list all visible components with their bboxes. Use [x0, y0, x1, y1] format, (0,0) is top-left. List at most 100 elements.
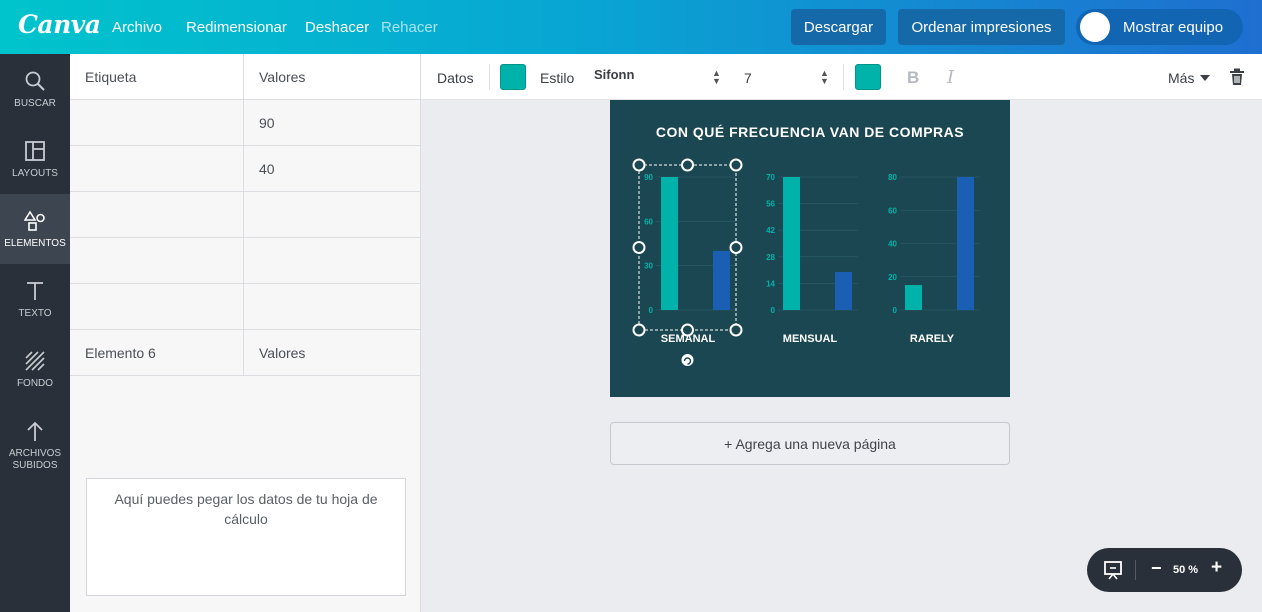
table-row [70, 192, 420, 238]
sidebar-item-archivos-subidos[interactable]: ARCHIVOS SUBIDOS [0, 404, 70, 484]
table-row: 40 [70, 146, 420, 192]
more-label: Más [1168, 70, 1195, 86]
category-label: MENSUAL [783, 333, 838, 345]
table-row: Etiqueta Valores [70, 54, 420, 100]
sidebar-label: LAYOUTS [12, 168, 58, 179]
upload-icon [27, 421, 43, 441]
table-cell[interactable]: Elemento 6 [70, 330, 244, 376]
paste-data-area[interactable]: Aquí puedes pegar los datos de tu hoja d… [86, 478, 406, 596]
menu-redimensionar[interactable]: Redimensionar [186, 19, 287, 36]
bar [957, 177, 974, 310]
bar [783, 177, 800, 310]
resize-handle[interactable] [681, 158, 694, 172]
trash-icon[interactable] [1229, 68, 1245, 86]
zoom-control: − 50 % + [1087, 548, 1242, 592]
toggle-knob [1080, 12, 1110, 42]
text-icon [27, 282, 43, 300]
shapes-icon [24, 210, 45, 231]
tick-label: 60 [644, 217, 653, 226]
sidebar-label: FONDO [16, 378, 54, 389]
search-icon [25, 71, 45, 91]
menu-rehacer[interactable]: Rehacer [381, 19, 438, 36]
resize-handle[interactable] [729, 158, 743, 172]
tick-label: 20 [888, 273, 897, 282]
table-cell[interactable] [244, 238, 420, 284]
sidebar-label-line2: SUBIDOS [12, 460, 58, 471]
zoom-in-button[interactable]: + [1211, 557, 1223, 578]
resize-handle[interactable] [729, 241, 743, 254]
background-icon [25, 351, 45, 371]
toolbar-divider [489, 64, 490, 90]
tick-label: 60 [888, 206, 897, 215]
text-color-swatch[interactable] [855, 64, 881, 90]
menu-deshacer[interactable]: Deshacer [305, 19, 370, 36]
sidebar-item-texto[interactable]: TEXTO [0, 264, 70, 334]
zoom-out-button[interactable]: − [1151, 558, 1162, 578]
tick-label: 30 [644, 262, 653, 271]
color-swatch[interactable] [500, 64, 526, 90]
table-cell[interactable] [244, 192, 420, 238]
table-cell[interactable]: Valores [259, 345, 306, 361]
sidebar-label: TEXTO [18, 308, 52, 319]
resize-handle[interactable] [729, 323, 743, 337]
font-size-value: 7 [744, 70, 752, 86]
caret-down-icon [1200, 75, 1210, 81]
menu-archivo[interactable]: Archivo [112, 19, 163, 36]
sidebar-label: ELEMENTOS [4, 238, 66, 249]
italic-button[interactable]: I [947, 67, 955, 88]
bar [835, 272, 852, 310]
show-team-toggle[interactable]: Mostrar equipo [1076, 9, 1243, 45]
table-cell[interactable]: 90 [259, 115, 275, 131]
sidebar-label: ARCHIVOS SUBIDOS [0, 448, 70, 472]
sidebar-item-elementos[interactable]: ELEMENTOS [0, 194, 70, 264]
table-cell[interactable] [244, 284, 420, 330]
style-button[interactable]: Estilo [540, 70, 575, 86]
present-icon[interactable] [1103, 560, 1123, 580]
download-button[interactable]: Descargar [791, 9, 886, 45]
table-cell[interactable]: Valores [259, 69, 306, 85]
table-row: Elemento 6 Valores [70, 330, 420, 376]
sidebar-item-layouts[interactable]: LAYOUTS [0, 124, 70, 194]
bar [905, 285, 922, 310]
sidebar-label-line1: ARCHIVOS [8, 448, 62, 459]
tick-label: 0 [893, 306, 898, 315]
category-label: SEMANAL [661, 333, 716, 345]
bar-chart[interactable]: 0 30 60 90 SEMANAL 0 14 28 42 56 70 MENSUAL 0 20 40 60 8… [610, 100, 1010, 397]
design-page[interactable]: CON QUÉ FRECUENCIA VAN DE COMPRAS 0 30 60 9… [610, 100, 1010, 397]
data-button[interactable]: Datos [437, 70, 474, 86]
table-cell[interactable] [70, 238, 244, 284]
tick-label: 40 [888, 240, 897, 249]
table-cell[interactable]: Etiqueta [70, 54, 244, 100]
resize-handle[interactable] [632, 241, 646, 254]
rotate-arrow [683, 357, 692, 365]
resize-handle[interactable] [681, 323, 694, 337]
select-arrows-icon: ▲ ▼ [712, 68, 721, 86]
zoom-level: 50 % [1173, 564, 1199, 576]
table-cell[interactable] [70, 192, 244, 238]
tick-label: 90 [644, 173, 653, 182]
rotate-icon[interactable] [680, 353, 695, 367]
table-cell[interactable] [70, 100, 244, 146]
canva-logo[interactable]: Canva [18, 10, 101, 39]
top-bar: Canva Archivo Redimensionar Deshacer Reh… [0, 0, 1262, 54]
bar [713, 250, 730, 310]
sidebar-item-fondo[interactable]: FONDO [0, 334, 70, 404]
table-cell[interactable] [70, 284, 244, 330]
chart-title[interactable]: CON QUÉ FRECUENCIA VAN DE COMPRAS [655, 124, 965, 140]
bar [661, 177, 678, 310]
print-button[interactable]: Ordenar impresiones [898, 9, 1065, 45]
bold-button[interactable]: B [907, 68, 920, 87]
sidebar-item-buscar[interactable]: BUSCAR [0, 54, 70, 124]
table-cell[interactable]: 40 [259, 161, 275, 177]
table-row [70, 284, 420, 330]
tick-label: 14 [766, 279, 775, 288]
table-cell[interactable] [70, 146, 244, 192]
tick-label: 70 [766, 173, 775, 182]
add-page-button[interactable]: + Agrega una nueva página [610, 422, 1010, 465]
category-label: RARELY [910, 333, 955, 345]
resize-handle[interactable] [632, 323, 646, 337]
tick-label: 0 [649, 306, 654, 315]
layouts-icon [25, 141, 45, 161]
resize-handle[interactable] [632, 158, 646, 172]
toolbar-divider [843, 64, 844, 90]
